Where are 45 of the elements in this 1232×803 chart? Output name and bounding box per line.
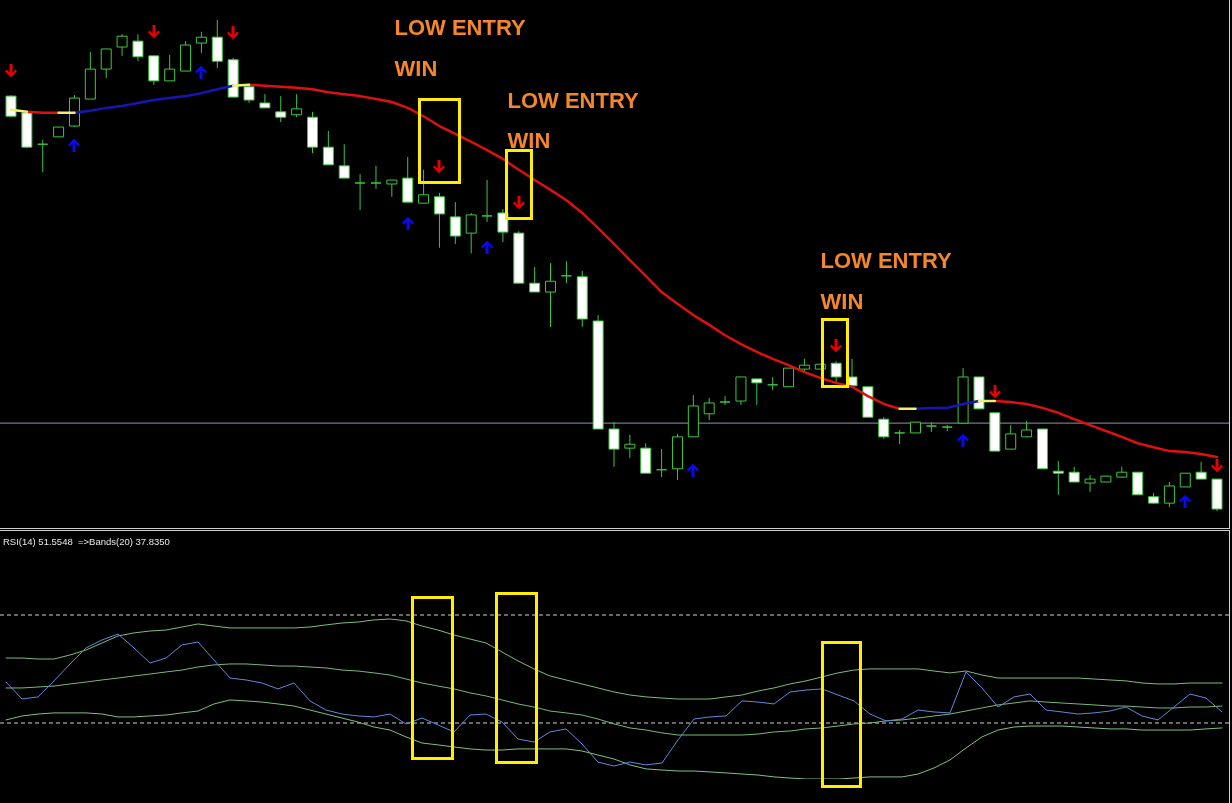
- candlestick: [529, 266, 541, 293]
- candlestick: [830, 360, 842, 384]
- candlestick: [878, 416, 890, 440]
- candlestick: [370, 165, 382, 190]
- candlestick: [338, 143, 350, 179]
- candlestick: [164, 54, 176, 82]
- candlestick: [783, 367, 795, 388]
- annotation: WIN: [507, 128, 551, 153]
- annotation: LOW ENTRY: [394, 15, 526, 40]
- candlestick: [703, 397, 715, 421]
- candlestick: [195, 31, 207, 54]
- candlestick: [719, 395, 731, 406]
- candlestick: [116, 33, 128, 57]
- candlestick: [418, 169, 430, 204]
- candlestick: [560, 260, 572, 284]
- annotation: LOW ENTRY: [507, 88, 639, 113]
- candlestick: [37, 139, 49, 173]
- candlestick: [624, 434, 636, 459]
- candlestick: [751, 378, 763, 406]
- candlestick: [608, 421, 620, 468]
- candlestick: [1132, 471, 1144, 496]
- candlestick: [132, 33, 144, 62]
- candlestick: [322, 130, 334, 166]
- candlestick: [1052, 460, 1064, 496]
- candlestick: [1005, 424, 1017, 450]
- candlestick: [259, 93, 271, 109]
- candlestick: [291, 93, 303, 118]
- candlestick: [465, 212, 477, 254]
- annotation: WIN: [394, 56, 438, 81]
- candlestick: [433, 192, 445, 249]
- candlestick: [545, 262, 557, 328]
- candlestick: [1084, 474, 1096, 493]
- candlestick: [1163, 481, 1175, 508]
- candlestick: [481, 179, 493, 223]
- candlestick: [767, 376, 779, 391]
- candlestick: [354, 173, 366, 211]
- candlestick: [100, 48, 112, 79]
- candlestick: [449, 201, 461, 245]
- candlestick: [275, 95, 287, 123]
- candlestick: [656, 448, 668, 478]
- annotation: WIN: [820, 289, 864, 314]
- candlestick: [497, 208, 509, 243]
- annotation: LOW ENTRY: [820, 248, 952, 273]
- chart-title: RSI(14) 51.5548 =>Bands(20) 37.8350: [3, 536, 170, 547]
- candlestick: [1195, 461, 1207, 480]
